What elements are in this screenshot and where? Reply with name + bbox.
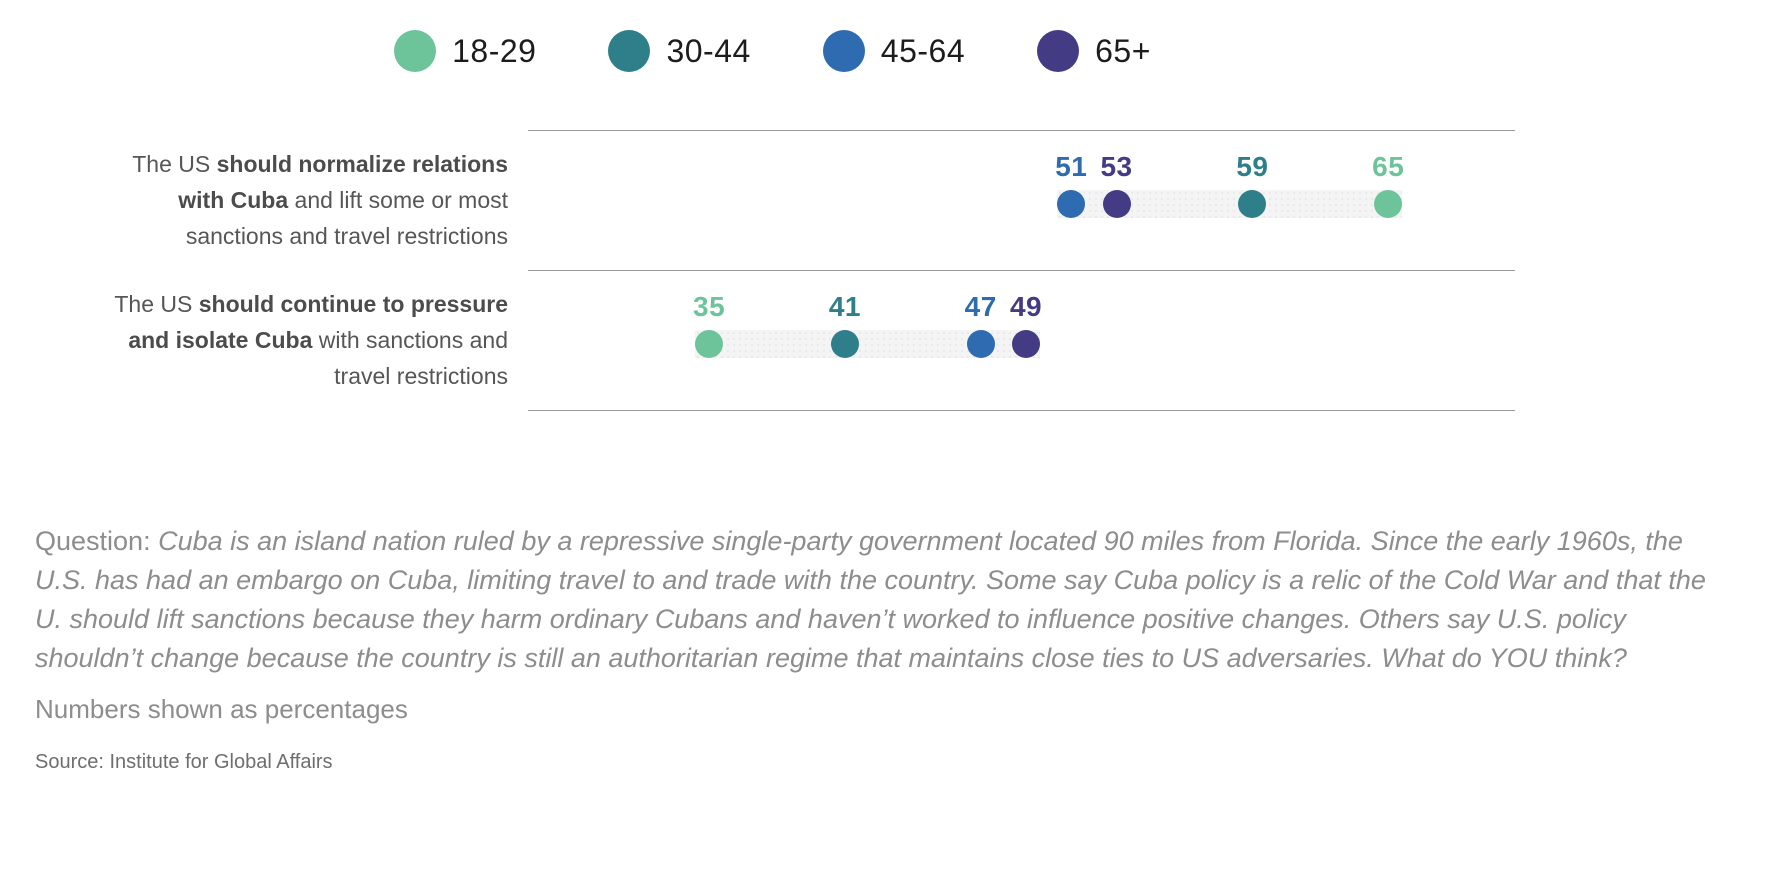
value-label-18-29: 65 bbox=[1372, 151, 1405, 182]
chart-row: The US should continue to pressure and i… bbox=[30, 270, 1515, 410]
dot-plot-chart: The US should normalize relations with C… bbox=[30, 130, 1515, 411]
dot-18-29 bbox=[1374, 190, 1403, 218]
row-label-text: with sanctions and travel restrictions bbox=[312, 327, 508, 389]
value-label-30-44: 41 bbox=[828, 291, 861, 322]
legend-swatch-icon bbox=[1037, 30, 1080, 72]
value-label-30-44: 59 bbox=[1236, 151, 1269, 182]
dot-65+ bbox=[1012, 330, 1041, 358]
row-label-text: The US bbox=[132, 151, 217, 177]
footer: Question: Cuba is an island nation ruled… bbox=[35, 522, 1735, 774]
row-plot-area: 65 59 51 53 bbox=[528, 130, 1515, 270]
value-label-45-64: 51 bbox=[1055, 151, 1088, 182]
dot-45-64 bbox=[966, 330, 995, 358]
question-prefix: Question: bbox=[35, 526, 159, 556]
value-label-65+: 49 bbox=[1009, 291, 1043, 322]
chart-row: The US should normalize relations with C… bbox=[30, 130, 1515, 270]
dot-30-44 bbox=[1238, 190, 1267, 218]
legend-swatch-icon bbox=[822, 30, 865, 72]
percentages-note: Numbers shown as percentages bbox=[35, 694, 408, 724]
dot-30-44 bbox=[830, 330, 859, 358]
source-credit: Source: Institute for Global Affairs bbox=[35, 751, 333, 773]
legend: 18-29 30-44 45-64 65+ bbox=[30, 30, 1515, 72]
value-label-65+: 53 bbox=[1100, 151, 1133, 182]
question-body: Cuba is an island nation ruled by a repr… bbox=[35, 526, 1706, 673]
legend-item-18-29: 18-29 bbox=[394, 30, 536, 72]
row-label-emphasis: should continue to pressure and isolate … bbox=[128, 291, 508, 353]
row-label-emphasis: should normalize relations with Cuba bbox=[178, 151, 508, 213]
dot-65+ bbox=[1102, 190, 1131, 218]
question-text: Question: Cuba is an island nation ruled… bbox=[35, 522, 1735, 678]
legend-label: 18-29 bbox=[452, 32, 537, 69]
row-label-text: The US bbox=[114, 291, 199, 317]
legend-label: 45-64 bbox=[880, 32, 966, 69]
legend-item-65+: 65+ bbox=[1037, 30, 1151, 72]
dot-18-29 bbox=[695, 330, 724, 358]
value-label-45-64: 47 bbox=[964, 291, 997, 322]
legend-label: 30-44 bbox=[666, 32, 751, 69]
legend-swatch-icon bbox=[608, 30, 651, 72]
row-label: The US should continue to pressure and i… bbox=[30, 270, 528, 410]
dot-45-64 bbox=[1057, 190, 1086, 218]
baseline bbox=[528, 410, 1515, 411]
legend-item-45-64: 45-64 bbox=[822, 30, 966, 72]
row-plot-area: 35 41 47 49 bbox=[528, 270, 1515, 410]
legend-label: 65+ bbox=[1095, 32, 1151, 69]
row-label-text: and lift some or most sanctions and trav… bbox=[185, 187, 508, 249]
value-label-18-29: 35 bbox=[693, 291, 726, 322]
row-label: The US should normalize relations with C… bbox=[30, 130, 528, 270]
legend-swatch-icon bbox=[394, 30, 437, 72]
legend-item-30-44: 30-44 bbox=[608, 30, 750, 72]
